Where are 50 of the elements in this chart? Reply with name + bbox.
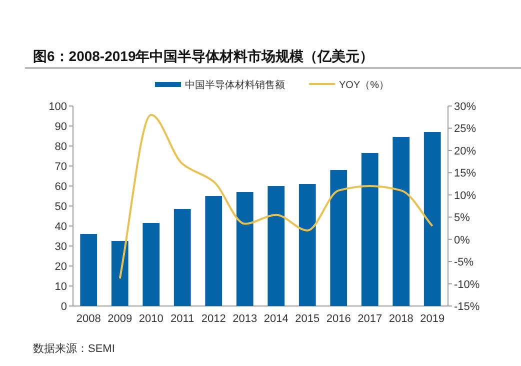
y-tick-label: 30 <box>54 241 67 253</box>
legend-label: 中国半导体材料销售额 <box>185 79 285 91</box>
x-tick-label: 2013 <box>232 313 258 325</box>
bar <box>298 184 316 306</box>
y2-tick-label: -15% <box>454 301 480 313</box>
chart-title: 图6：2008-2019年中国半导体材料市场规模（亿美元） <box>33 48 374 64</box>
bar <box>80 234 98 306</box>
x-tick-label: 2016 <box>326 313 351 325</box>
bar <box>205 196 222 306</box>
y-tick-label: 0 <box>60 301 67 313</box>
y2-tick-label: -10% <box>454 278 480 291</box>
x-tick-label: 2011 <box>170 313 194 325</box>
y2-tick-label: 10% <box>454 190 476 202</box>
bar <box>424 132 441 306</box>
bar <box>268 186 285 306</box>
x-tick-label: 2010 <box>138 313 164 325</box>
y2-tick-label: 20% <box>454 145 476 158</box>
bar <box>111 241 128 306</box>
bar <box>142 223 160 306</box>
x-tick-label: 2009 <box>108 313 132 325</box>
bar <box>330 170 348 306</box>
y2-tick-label: 25% <box>454 123 476 136</box>
y-tick-label: 60 <box>54 181 67 193</box>
x-tick-label: 2018 <box>388 313 414 325</box>
y-tick-label: 20 <box>54 261 67 273</box>
y-tick-label: 10 <box>54 281 67 293</box>
y-tick-label: 100 <box>48 101 67 113</box>
y-tick-label: 70 <box>54 161 67 173</box>
x-tick-label: 2012 <box>201 313 226 325</box>
x-tick-label: 2014 <box>264 313 288 325</box>
x-tick-label: 2019 <box>420 313 445 325</box>
source-note: 数据来源：SEMI <box>33 342 115 355</box>
y2-tick-label: 0% <box>454 234 470 246</box>
x-tick-label: 2015 <box>295 313 320 325</box>
bar <box>392 137 410 306</box>
bar <box>361 153 378 306</box>
y-tick-label: 90 <box>54 121 67 133</box>
x-tick-label: 2008 <box>76 313 101 325</box>
legend-label: YOY（%） <box>339 80 390 91</box>
bar <box>174 209 191 306</box>
y2-tick-label: 30% <box>454 101 476 113</box>
y-tick-label: 50 <box>54 201 67 213</box>
line-series <box>118 114 434 280</box>
bar <box>236 192 254 306</box>
y2-tick-label: -5% <box>454 256 474 269</box>
y-tick-label: 40 <box>54 221 67 233</box>
y2-tick-label: 5% <box>454 212 470 224</box>
y2-tick-label: 15% <box>454 168 476 180</box>
x-tick-label: 2017 <box>358 313 382 325</box>
y-tick-label: 80 <box>54 141 67 153</box>
